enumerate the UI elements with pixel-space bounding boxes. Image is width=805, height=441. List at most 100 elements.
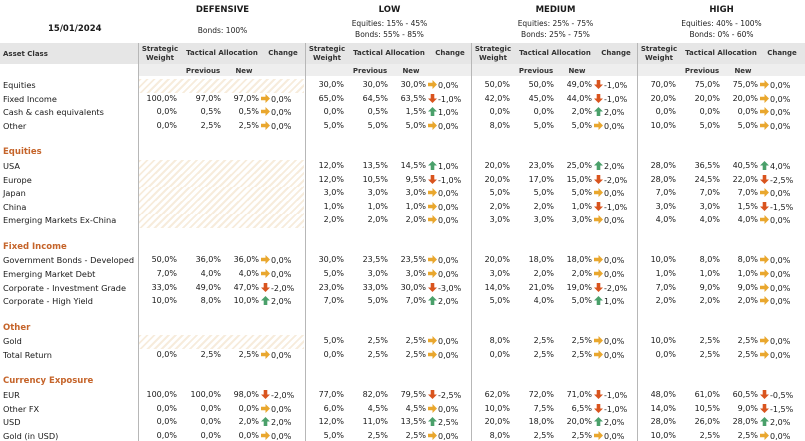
strategic-weight: 23,0% xyxy=(318,282,344,292)
new-value: 44,0% xyxy=(566,93,592,103)
strategic-weight: 50,0% xyxy=(484,80,510,89)
empty-cell-hatch xyxy=(139,79,304,93)
previous-value: 18,0% xyxy=(528,417,554,427)
change-value: 0,0% xyxy=(760,296,790,306)
strategic-weight: 6,0% xyxy=(323,403,344,413)
new-value: 2,5% xyxy=(405,349,426,359)
previous-value: 100,0% xyxy=(190,390,221,400)
change-value: -1,0% xyxy=(594,80,627,90)
new-value: 60,5% xyxy=(732,390,758,400)
previous-value: 3,0% xyxy=(367,269,388,279)
new-value: 2,5% xyxy=(737,336,758,346)
strategic-weight: 62,0% xyxy=(484,390,510,400)
change-value: -2,0% xyxy=(261,282,294,293)
strategic-weight: 20,0% xyxy=(484,174,510,184)
new-value: 23,5% xyxy=(400,255,426,265)
new-value: 15,0% xyxy=(566,174,592,184)
previous-value: 2,5% xyxy=(200,120,221,130)
change-value: -3,0% xyxy=(428,282,461,293)
previous-value: 1,0% xyxy=(699,269,720,279)
strategic-weight: 0,0% xyxy=(655,107,676,117)
previous-value: 0,0% xyxy=(533,107,554,117)
row-label: Equities xyxy=(3,80,36,90)
strategic-weight: 8,0% xyxy=(489,336,510,346)
previous-value: 8,0% xyxy=(699,255,720,265)
previous-value: 5,0% xyxy=(533,120,554,130)
previous-value: 17,0% xyxy=(528,174,554,184)
change-value: 0,0% xyxy=(428,188,458,198)
strategic-weight: 10,0% xyxy=(650,336,676,346)
previous-value: 3,0% xyxy=(533,215,554,225)
new-header: New xyxy=(235,67,253,75)
new-value: 1,5% xyxy=(737,201,758,211)
empty-cell-hatch xyxy=(139,159,304,174)
change-value: -1,0% xyxy=(594,93,627,104)
change-value: -1,5% xyxy=(760,201,793,212)
row-label: USA xyxy=(3,160,20,171)
change-value: 2,0% xyxy=(261,417,291,427)
new-header: New xyxy=(568,67,586,75)
new-value: 20,0% xyxy=(566,417,592,427)
row-label: China xyxy=(3,201,27,212)
change-header: Change xyxy=(268,49,298,57)
change-value: 0,0% xyxy=(760,215,790,225)
new-value: 63,5% xyxy=(400,93,426,103)
previous-value: 26,0% xyxy=(694,417,720,427)
new-header: New xyxy=(402,67,420,75)
change-value: -1,0% xyxy=(428,93,461,104)
tactical-allocation-header: Tactical Allocation xyxy=(685,49,757,57)
new-value: 1,0% xyxy=(571,201,592,211)
empty-cell-hatch xyxy=(139,187,304,201)
new-value: 1,5% xyxy=(405,107,426,117)
previous-value: 82,0% xyxy=(362,390,388,400)
previous-value: 2,0% xyxy=(699,296,720,306)
previous-value: 23,5% xyxy=(362,255,388,265)
row-label: Emerging Markets Ex-China xyxy=(3,215,117,226)
previous-value: 0,0% xyxy=(200,430,221,440)
change-value: 0,0% xyxy=(261,403,291,414)
strategic-weight: 65,0% xyxy=(318,93,344,103)
strategic-weight: 7,0% xyxy=(655,188,676,198)
strategic-weight: 70,0% xyxy=(650,80,676,89)
new-value: 9,0% xyxy=(737,282,758,292)
new-header: New xyxy=(734,67,752,75)
change-value: 0,0% xyxy=(261,93,291,104)
previous-value: 5,0% xyxy=(533,188,554,198)
new-value: 3,0% xyxy=(405,188,426,198)
strategic-weight: 2,0% xyxy=(323,215,344,225)
strategic-weight: 0,0% xyxy=(156,349,177,359)
row-label: Corporate - Investment Grade xyxy=(3,282,127,293)
strategic-weight: 12,0% xyxy=(318,160,344,170)
previous-value: 0,0% xyxy=(200,403,221,413)
new-value: 2,0% xyxy=(405,215,426,225)
strategic-weight: 100,0% xyxy=(146,93,177,103)
change-value: 0,0% xyxy=(428,349,458,360)
new-value: 3,0% xyxy=(571,215,592,225)
previous-value: 10,5% xyxy=(694,403,720,413)
new-value: 4,0% xyxy=(737,215,758,225)
new-value: 3,0% xyxy=(405,269,426,279)
tactical-allocation-header: Tactical Allocation xyxy=(519,49,591,57)
section-header: Fixed Income xyxy=(3,241,67,252)
strategic-weight: 10,0% xyxy=(484,403,510,413)
strategic-weight: 12,0% xyxy=(318,174,344,184)
new-value: 2,0% xyxy=(571,107,592,117)
section-header: Currency Exposure xyxy=(3,376,94,387)
change-value: 0,0% xyxy=(428,336,458,346)
strategic-weight-header: Strategic Weight xyxy=(141,45,179,62)
change-value: -1,0% xyxy=(428,174,461,185)
new-value: 40,5% xyxy=(732,160,758,170)
previous-value: 0,5% xyxy=(200,107,221,117)
previous-value: 4,0% xyxy=(533,296,554,306)
row-label: Japan xyxy=(3,188,26,199)
new-value: 20,0% xyxy=(732,93,758,103)
previous-value: 20,0% xyxy=(694,93,720,103)
profile-range: Bonds: 0% - 60% xyxy=(689,30,754,39)
new-value: 5,0% xyxy=(737,120,758,130)
strategic-weight: 3,0% xyxy=(655,201,676,211)
row-label: Total Return xyxy=(3,349,52,360)
previous-value: 2,0% xyxy=(533,269,554,279)
strategic-weight: 28,0% xyxy=(650,174,676,184)
report-date: 15/01/2024 xyxy=(48,24,102,34)
new-value: 47,0% xyxy=(233,282,259,292)
